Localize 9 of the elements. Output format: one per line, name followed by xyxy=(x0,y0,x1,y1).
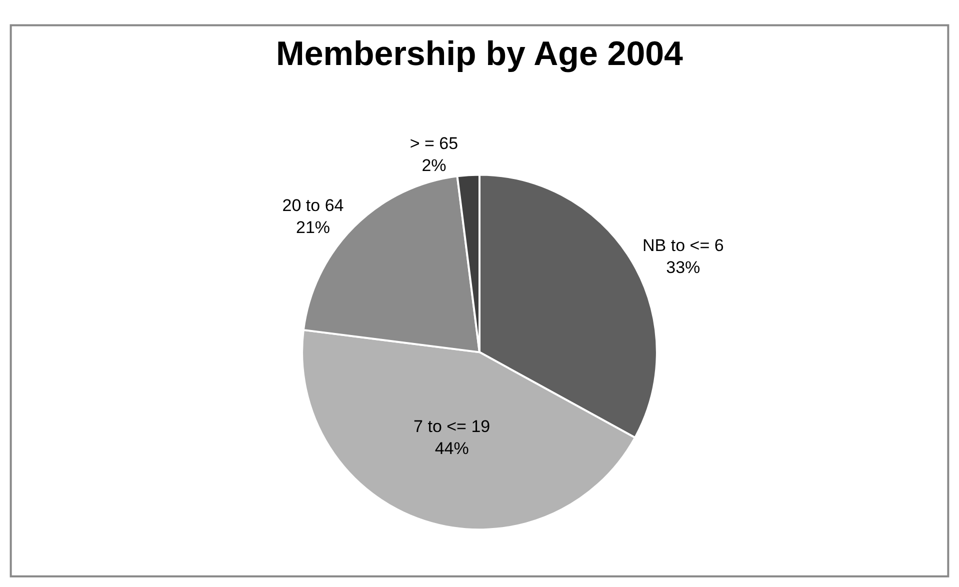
chart-title: Membership by Age 2004 xyxy=(276,34,684,73)
slice-label: 7 to <= 19 xyxy=(414,416,490,436)
slice-label: NB to <= 6 xyxy=(642,236,724,255)
data-label: 44% xyxy=(434,438,469,458)
data-label: 2% xyxy=(422,156,446,176)
data-label: 33% xyxy=(666,258,700,278)
data-label: 21% xyxy=(296,218,330,237)
slice-label: 20 to 64 xyxy=(282,196,344,215)
slice-label: > = 65 xyxy=(410,134,458,154)
